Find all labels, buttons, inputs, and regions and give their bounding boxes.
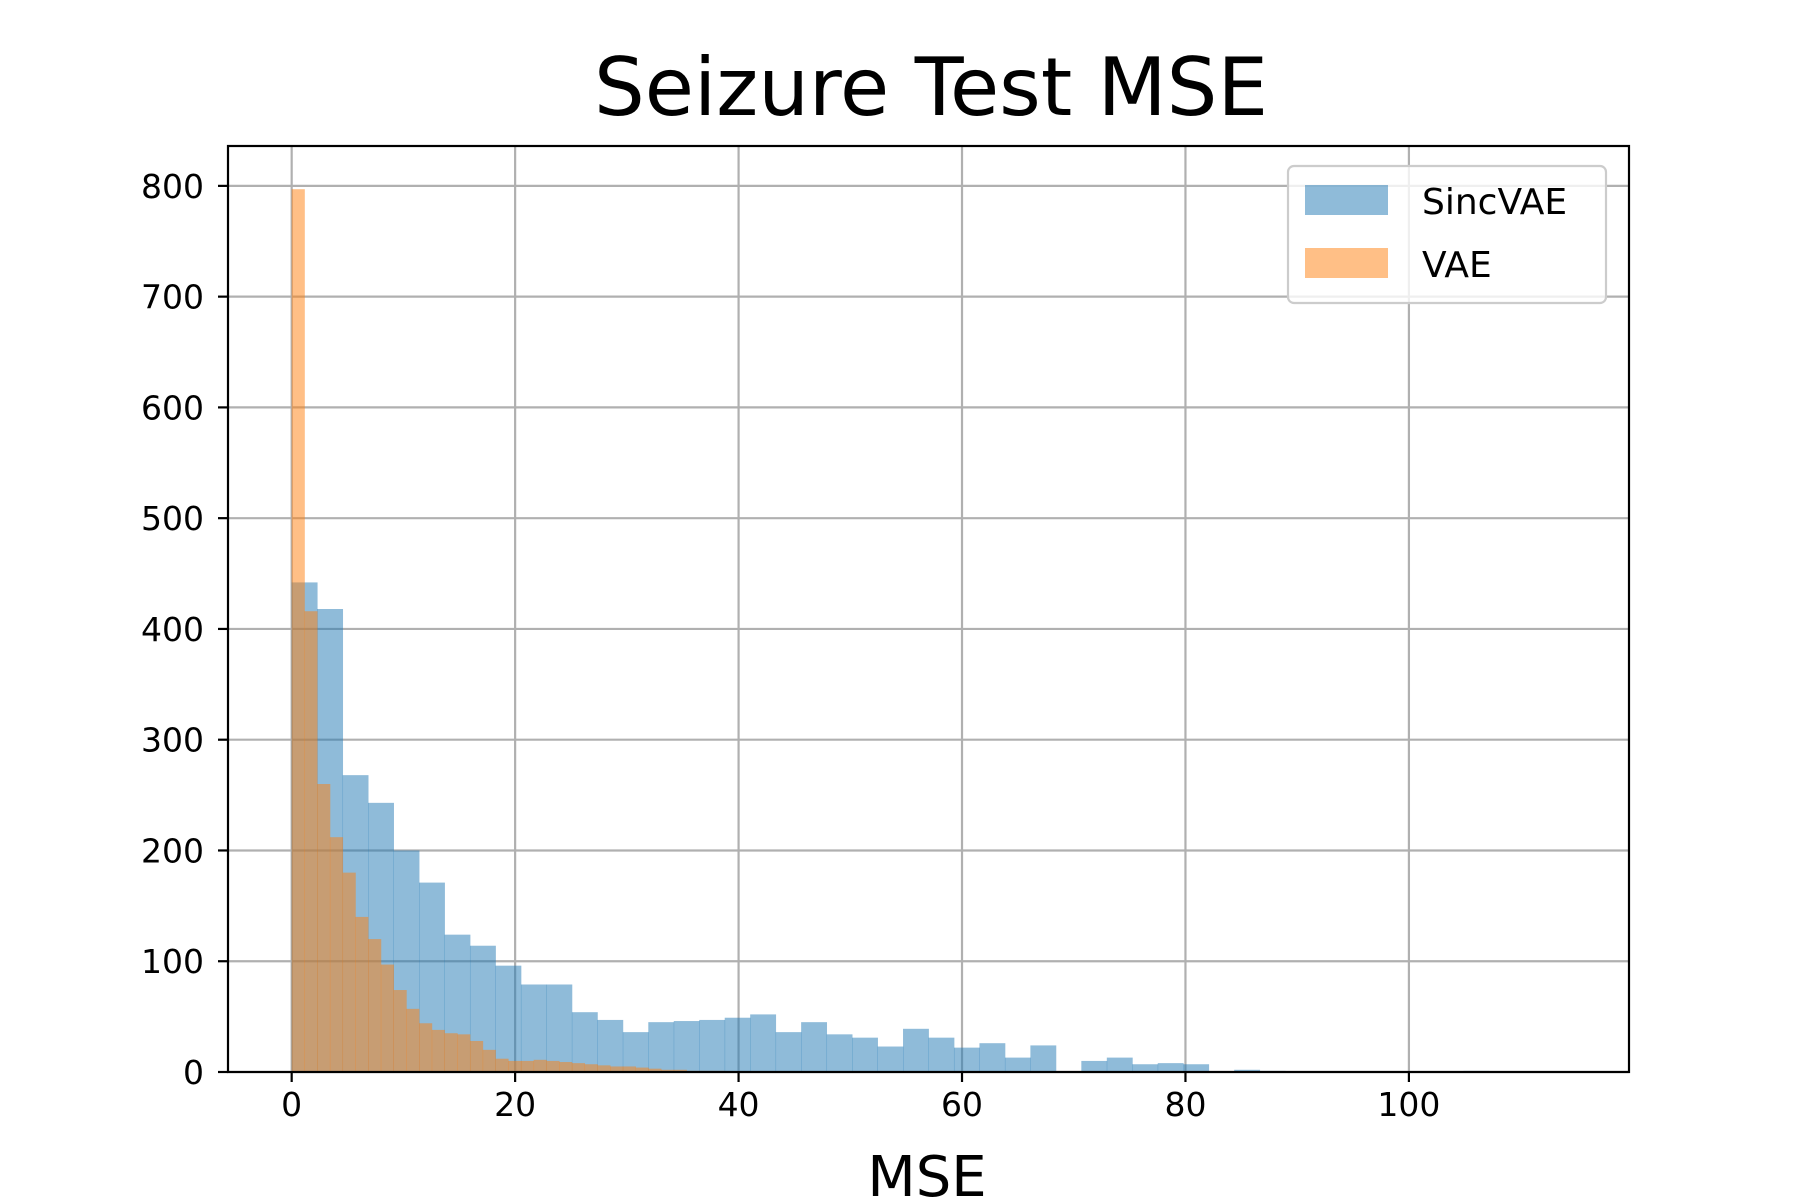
- axis-ticks: 0 20 40 60 80 100 0 100 200 300 400 500 600 700 800: [141, 167, 1440, 1124]
- histogram-bar-vae: [368, 939, 382, 1072]
- legend: SincVAE VAE: [1286, 164, 1608, 305]
- histogram-bar-sincvae: [699, 1019, 726, 1072]
- series-vae: [291, 189, 726, 1073]
- legend-label-vae: VAE: [1422, 245, 1492, 286]
- histogram-bar-sincvae: [775, 1032, 802, 1072]
- histogram-bar-vae: [661, 1069, 675, 1072]
- histogram-bar-sincvae: [1234, 1069, 1261, 1072]
- y-tick-label: 400: [141, 610, 204, 649]
- histogram-bar-vae: [597, 1065, 611, 1072]
- histogram-bar-sincvae: [495, 965, 522, 1072]
- histogram-bar-sincvae: [546, 984, 573, 1072]
- y-tick-label: 200: [141, 831, 204, 870]
- histogram-bar-sincvae: [903, 1028, 929, 1072]
- histogram-bar-vae: [520, 1060, 535, 1072]
- histogram-bar-sincvae: [648, 1022, 675, 1072]
- histogram-bar-sincvae: [622, 1032, 649, 1072]
- y-tick-label: 600: [141, 388, 204, 427]
- histogram-bar-sincvae: [571, 1012, 598, 1072]
- histogram-bar-vae: [469, 1040, 484, 1072]
- y-tick-label: 300: [141, 721, 204, 760]
- histogram-bar-sincvae: [852, 1037, 878, 1072]
- histogram-bar-vae: [431, 1029, 445, 1072]
- histogram-bar-vae: [329, 837, 344, 1072]
- histogram-bar-sincvae: [1106, 1057, 1133, 1072]
- histogram-bar-sincvae: [826, 1034, 853, 1072]
- histogram-bar-sincvae: [597, 1019, 624, 1072]
- histogram-bar-vae: [610, 1066, 624, 1072]
- plot-frame: [226, 144, 1631, 1074]
- histogram-bar-sincvae: [928, 1037, 955, 1072]
- histogram-bar-sincvae: [979, 1043, 1006, 1072]
- histogram-bar-vae: [559, 1062, 573, 1072]
- histogram-bar-vae: [648, 1068, 662, 1072]
- histogram-bar-vae: [342, 872, 356, 1072]
- histogram-bar-vae: [571, 1063, 586, 1072]
- histogram-bar-vae: [419, 1023, 433, 1072]
- legend-swatch-sincvae: [1305, 185, 1388, 215]
- histogram-bar-sincvae: [801, 1022, 828, 1072]
- histogram-bar-vae: [317, 784, 331, 1072]
- x-axis-label: MSE: [867, 1145, 986, 1200]
- histogram-bar-vae: [673, 1069, 687, 1072]
- histogram-bars: [291, 189, 1490, 1073]
- y-tick-label: 0: [183, 1053, 204, 1092]
- series-sincvae: [291, 582, 1490, 1072]
- histogram-bar-sincvae: [520, 984, 547, 1072]
- histogram-bar-vae: [508, 1060, 522, 1072]
- y-tick-label: 100: [141, 942, 204, 981]
- histogram-bar-vae: [380, 964, 394, 1072]
- histogram-bar-vae: [622, 1066, 636, 1072]
- x-tick-label: 40: [718, 1085, 760, 1124]
- histogram-bar-vae: [584, 1064, 598, 1072]
- histogram-bar-vae: [355, 916, 369, 1072]
- x-tick-label: 80: [1164, 1085, 1206, 1124]
- histogram-bar-sincvae: [1004, 1057, 1031, 1072]
- histogram-bar-vae: [495, 1058, 509, 1072]
- histogram-bar-sincvae: [953, 1047, 980, 1072]
- x-tick-label: 100: [1377, 1085, 1440, 1124]
- histogram-bar-sincvae: [1183, 1064, 1210, 1072]
- histogram-bar-sincvae: [1132, 1064, 1159, 1072]
- legend-label-sincvae: SincVAE: [1422, 182, 1567, 223]
- histogram-bar-vae: [482, 1049, 496, 1072]
- histogram-bar-vae: [546, 1060, 560, 1072]
- y-tick-label: 500: [141, 499, 204, 538]
- histogram-bar-vae: [533, 1059, 547, 1072]
- x-tick-label: 0: [281, 1085, 302, 1124]
- histogram-bar-vae: [304, 611, 318, 1072]
- histogram-bar-sincvae: [1157, 1063, 1184, 1072]
- histogram-bar-sincvae: [1081, 1060, 1108, 1072]
- y-tick-label: 700: [141, 278, 204, 317]
- histogram-bar-sincvae: [724, 1017, 751, 1072]
- histogram-bar-sincvae: [877, 1046, 904, 1072]
- histogram-bar-vae: [635, 1067, 649, 1072]
- histogram-bar-vae: [406, 1008, 420, 1072]
- histogram-bar-sincvae: [1030, 1045, 1057, 1072]
- histogram-bar-vae: [457, 1034, 471, 1072]
- y-tick-label: 800: [141, 167, 204, 206]
- histogram-bar-vae: [444, 1033, 458, 1072]
- histogram-bar-sincvae: [750, 1014, 777, 1072]
- x-tick-label: 20: [494, 1085, 536, 1124]
- legend-swatch-vae: [1305, 248, 1388, 278]
- histogram-bar-vae: [393, 990, 407, 1072]
- x-tick-label: 60: [941, 1085, 983, 1124]
- histogram-bar-vae: [291, 189, 305, 1073]
- histogram-bar-sincvae: [673, 1021, 700, 1072]
- chart-title: Seizure Test MSE: [594, 41, 1268, 134]
